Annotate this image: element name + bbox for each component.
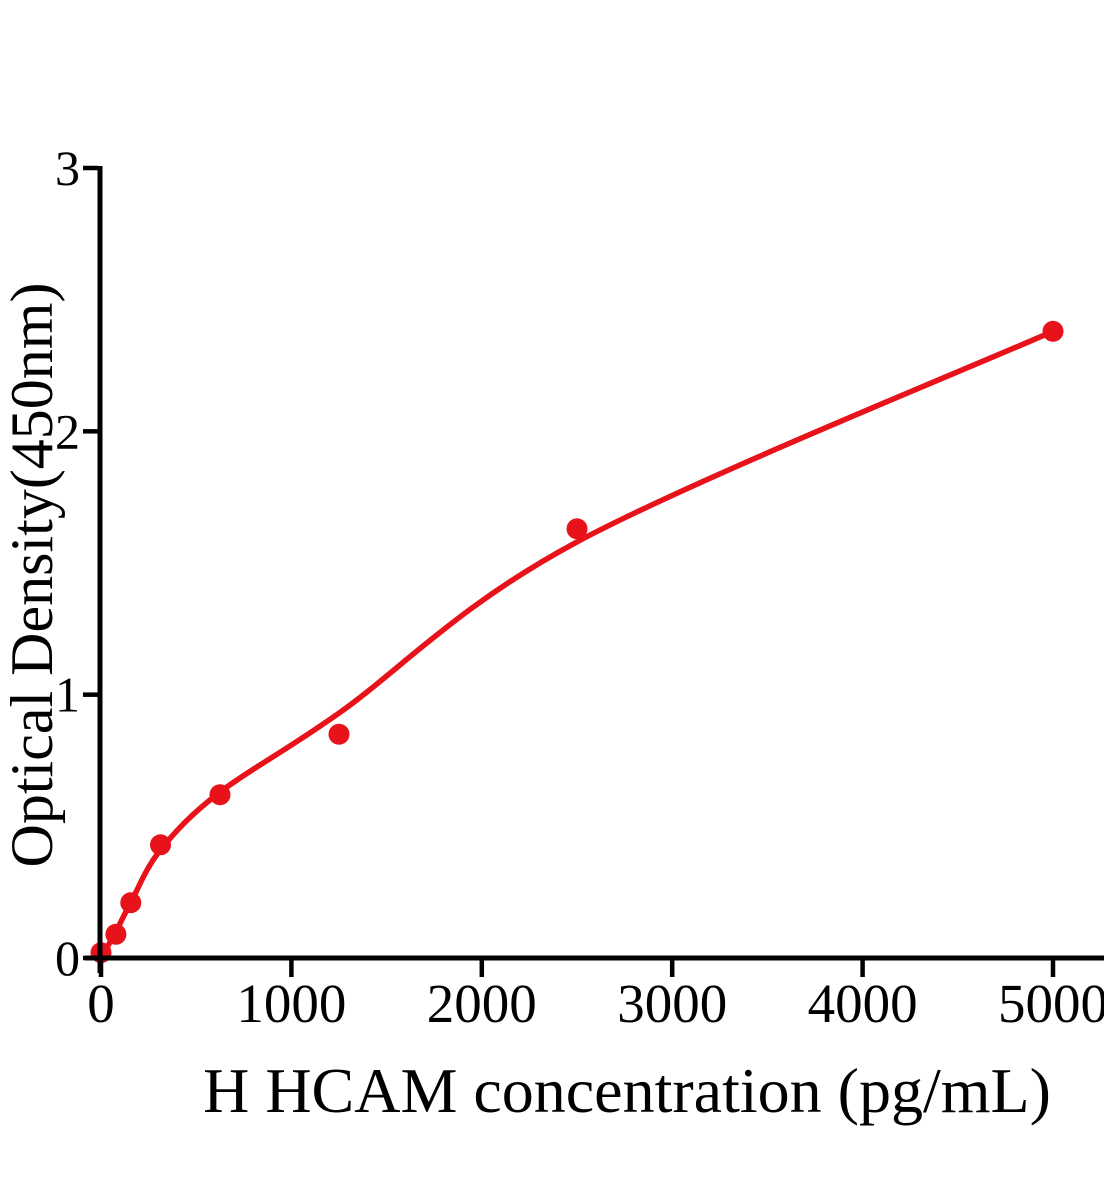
data-point — [328, 723, 350, 745]
x-tick-label: 1000 — [236, 973, 346, 1034]
data-point — [1042, 320, 1064, 342]
fit-curve — [98, 328, 1056, 961]
x-tick-label: 4000 — [808, 973, 918, 1034]
y-tick-label: 3 — [55, 140, 80, 196]
x-tick-label: 2000 — [427, 973, 537, 1034]
x-axis-title: H HCAM concentration (pg/mL) — [203, 1055, 1051, 1126]
data-point — [209, 784, 231, 806]
x-tick-label: 3000 — [617, 973, 727, 1034]
data-point — [566, 518, 588, 540]
y-axis-title: Optical Density(450nm) — [0, 283, 65, 868]
x-tick-label: 5000 — [998, 973, 1104, 1034]
y-tick-label: 2 — [55, 403, 80, 459]
data-point — [105, 923, 127, 945]
y-tick-label: 1 — [55, 667, 80, 723]
y-tick-label: 0 — [55, 930, 80, 986]
data-point — [120, 892, 142, 914]
data-point — [150, 834, 171, 856]
x-tick-label: 0 — [87, 973, 115, 1034]
plot-area: 0 1 2 3 0 1000 2000 3000 4000 5000 — [55, 140, 1104, 1034]
